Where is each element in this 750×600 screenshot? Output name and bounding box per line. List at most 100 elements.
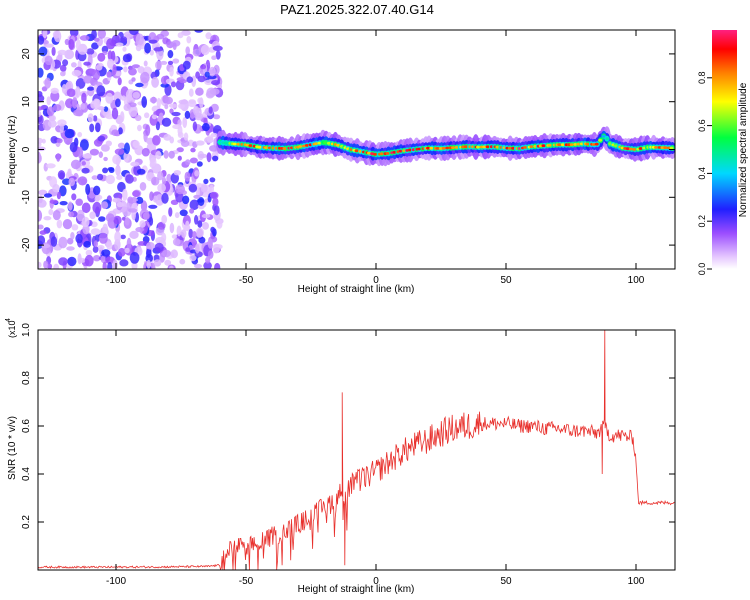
noise-speckle [209, 88, 220, 95]
noise-speckle [38, 114, 44, 125]
noise-speckle [95, 122, 101, 133]
noise-speckle [91, 42, 99, 50]
noise-speckle [124, 217, 130, 226]
ridge-core [638, 147, 643, 150]
noise-speckle [128, 67, 137, 76]
noise-speckle [200, 44, 210, 56]
noise-speckle [120, 95, 127, 101]
noise-speckle [135, 82, 144, 88]
noise-speckle [38, 224, 44, 230]
noise-speckle [105, 92, 114, 104]
colorbar-tick-label: 0.0 [697, 263, 707, 276]
noise-speckle [160, 83, 169, 88]
noise-speckle [87, 113, 94, 123]
noise-speckle [129, 30, 139, 36]
noise-speckle [98, 216, 106, 222]
noise-speckle [208, 106, 213, 114]
spectrogram-ytick-label: -10 [21, 190, 32, 205]
noise-speckle [119, 259, 129, 267]
noise-speckle [68, 38, 75, 50]
noise-speckle [75, 78, 86, 89]
noise-speckle [132, 91, 140, 99]
noise-speckle [204, 71, 210, 78]
noise-speckle [52, 184, 60, 193]
noise-speckle [159, 112, 164, 119]
noise-speckle [161, 214, 168, 224]
noise-speckle [135, 33, 144, 46]
noise-speckle [111, 129, 120, 136]
noise-speckle [44, 77, 51, 89]
noise-speckle [105, 256, 115, 264]
noise-speckle [149, 49, 154, 56]
snr-xlabel: Height of straight line (km) [298, 584, 415, 595]
colorbar-label: Normalized spectral amplitude [738, 82, 749, 217]
ridge-core [373, 152, 378, 156]
noise-speckle [77, 176, 88, 186]
spectrogram-xtick-label: -50 [239, 275, 254, 286]
ridge-core [282, 147, 287, 150]
noise-speckle [203, 178, 209, 185]
noise-speckle [194, 112, 204, 121]
noise-speckle [207, 250, 214, 259]
noise-speckle [118, 127, 123, 135]
noise-speckle [38, 189, 48, 196]
noise-speckle [188, 228, 193, 239]
noise-speckle [129, 230, 139, 239]
noise-speckle [45, 163, 56, 169]
noise-speckle [192, 48, 201, 57]
noise-speckle [185, 46, 190, 55]
noise-speckle [44, 55, 53, 66]
noise-speckle [151, 114, 157, 120]
noise-speckle [187, 100, 197, 108]
ridge-core [451, 146, 456, 150]
ridge-core [441, 146, 446, 150]
noise-speckle [86, 48, 95, 55]
noise-speckle [142, 236, 150, 243]
noise-speckle [132, 190, 141, 197]
noise-speckle [171, 234, 178, 239]
ridge-core [601, 135, 606, 138]
ridge-core [538, 144, 543, 148]
noise-speckle [212, 155, 219, 162]
noise-speckle [58, 236, 68, 249]
ridge-core [594, 142, 599, 146]
noise-speckle [41, 243, 51, 249]
noise-speckle [161, 192, 169, 204]
noise-speckle [84, 254, 94, 267]
noise-speckle [64, 128, 75, 139]
spectrogram-ytick-label: 10 [21, 96, 32, 108]
noise-speckle [53, 104, 62, 112]
noise-speckle [38, 67, 44, 78]
noise-speckle [156, 200, 162, 206]
noise-speckle [77, 131, 83, 138]
noise-speckle [72, 97, 78, 109]
ridge-core [605, 137, 610, 141]
ridge-core [628, 147, 633, 151]
ridge-core [598, 138, 603, 142]
noise-speckle [71, 62, 77, 68]
ridge-core [298, 145, 303, 148]
noise-speckle [98, 232, 108, 244]
noise-speckle [172, 124, 182, 130]
snr-ytick-label: 0.4 [21, 467, 32, 481]
noise-speckle [154, 242, 164, 252]
noise-speckle [38, 261, 42, 269]
noise-speckle [59, 64, 67, 72]
ridge-core [507, 146, 512, 150]
noise-speckle [90, 228, 101, 236]
noise-speckle [167, 50, 174, 59]
noise-speckle [176, 225, 182, 237]
noise-speckle [97, 30, 106, 39]
noise-speckle [93, 255, 101, 262]
noise-speckle [38, 94, 45, 103]
snr-ylabel: SNR (10 * v/v) [7, 416, 18, 480]
noise-speckle [168, 103, 178, 109]
snr-multiplier-label: (x10 [7, 320, 17, 338]
noise-speckle [169, 222, 175, 234]
noise-speckle [160, 60, 168, 65]
colorbar-tick-label: 0.8 [697, 72, 707, 85]
ridge-core [326, 141, 331, 145]
noise-speckle [137, 66, 145, 74]
ridge-core [385, 152, 390, 155]
noise-speckle [67, 256, 77, 267]
